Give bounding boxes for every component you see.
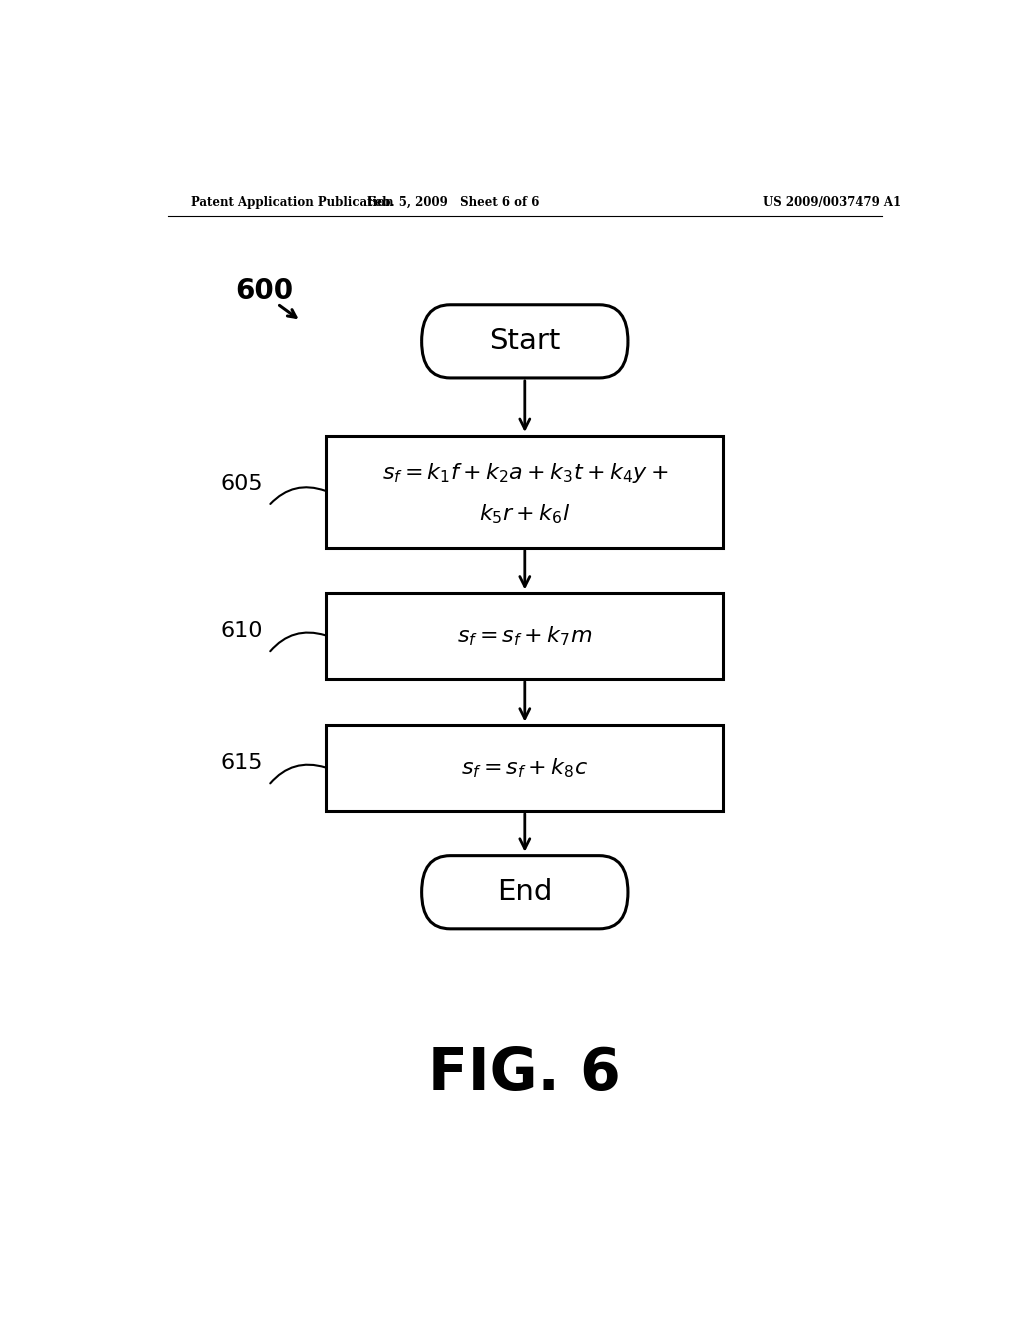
Text: 600: 600 [236, 276, 293, 305]
Text: Feb. 5, 2009   Sheet 6 of 6: Feb. 5, 2009 Sheet 6 of 6 [368, 195, 540, 209]
Bar [327, 725, 723, 812]
Bar [327, 436, 723, 548]
Text: FIG. 6: FIG. 6 [428, 1044, 622, 1102]
Text: 615: 615 [220, 754, 263, 774]
Bar [327, 593, 723, 680]
Text: End: End [497, 878, 553, 907]
Text: $k_5r + k_6l$: $k_5r + k_6l$ [479, 503, 570, 525]
FancyBboxPatch shape [422, 305, 628, 378]
Text: $s_f = s_f + k_7m$: $s_f = s_f + k_7m$ [457, 624, 593, 648]
Text: Patent Application Publication: Patent Application Publication [191, 195, 394, 209]
Text: $s_f = s_f + k_8c$: $s_f = s_f + k_8c$ [461, 756, 589, 780]
Text: 605: 605 [220, 474, 263, 494]
Text: Start: Start [489, 327, 560, 355]
Text: $s_f = k_1f + k_2a + k_3t + k_4y +$: $s_f = k_1f + k_2a + k_3t + k_4y +$ [382, 462, 668, 486]
Text: US 2009/0037479 A1: US 2009/0037479 A1 [763, 195, 901, 209]
FancyBboxPatch shape [422, 855, 628, 929]
Text: 610: 610 [220, 620, 263, 642]
